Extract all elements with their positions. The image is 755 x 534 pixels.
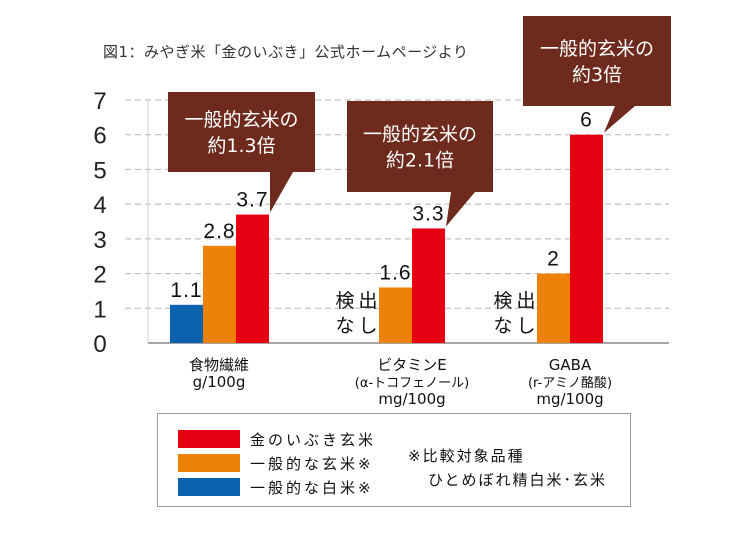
not-detected-label: 検出 — [493, 290, 539, 312]
category-label: GABA — [549, 356, 592, 374]
y-tick-label: 5 — [93, 157, 106, 184]
figure-caption: 図1：みやぎ米「金のいぶき」公式ホームページより — [103, 43, 469, 61]
category-label: g/100g — [193, 373, 246, 391]
legend-swatch — [178, 430, 240, 448]
not-detected-label: 検出 — [335, 290, 381, 312]
category-labels: 食物繊維g/100gビタミンE(α-トコフェノール)mg/100gGABA(r-… — [189, 356, 612, 408]
legend-item: 一般的な玄米※ — [178, 454, 374, 473]
callout-box — [168, 92, 315, 172]
data-label: 2.8 — [203, 220, 235, 243]
callout-text: 約3倍 — [572, 64, 622, 86]
legend-swatch — [178, 454, 240, 472]
y-tick-label: 2 — [93, 262, 106, 289]
bar — [379, 287, 412, 343]
data-label: 3.3 — [412, 202, 444, 225]
legend-label: 一般的な白米※ — [250, 478, 374, 497]
legend: 金のいぶき玄米 一般的な玄米※ 一般的な白米※ ※比較対象品種 ひとめぼれ精白米… — [157, 413, 631, 507]
bar — [412, 228, 445, 343]
note-line: ひとめぼれ精白米･玄米 — [428, 471, 608, 489]
bar — [570, 134, 603, 343]
data-label: 3.7 — [236, 189, 268, 212]
bar — [537, 273, 570, 343]
callout-pointer — [446, 192, 475, 227]
callout-text: 一般的玄米の — [540, 38, 654, 60]
legend-item: 金のいぶき玄米 — [178, 430, 377, 449]
note-line: ※比較対象品種 — [408, 447, 525, 465]
bar — [236, 214, 269, 343]
category-label: mg/100g — [378, 390, 445, 408]
legend-label: 金のいぶき玄米 — [250, 430, 377, 449]
legend-item: 一般的な白米※ — [178, 478, 374, 497]
y-tick-label: 6 — [93, 123, 106, 150]
callout-text: 約1.3倍 — [207, 135, 275, 157]
callout-text: 約2.1倍 — [386, 150, 454, 172]
legend-swatch — [178, 478, 240, 496]
callout-text: 一般的玄米の — [363, 124, 477, 146]
bar — [203, 245, 236, 343]
category-label: 食物繊維 — [189, 356, 249, 374]
callout-box — [347, 101, 493, 192]
not-detected-label: なし — [335, 315, 381, 337]
y-tick-label: 1 — [93, 296, 106, 323]
callout-pointer — [604, 106, 635, 133]
data-label: 1.1 — [170, 279, 202, 302]
category-label: mg/100g — [536, 390, 603, 408]
callout-pointer — [270, 172, 293, 213]
y-tick-label: 0 — [93, 331, 106, 358]
callout-text: 一般的玄米の — [184, 109, 298, 131]
data-label: 2 — [547, 248, 560, 271]
bar — [170, 304, 203, 343]
y-tick-label: 7 — [93, 88, 106, 115]
callout-box — [523, 16, 671, 106]
data-label: 1.6 — [379, 261, 411, 284]
data-label: 6 — [580, 109, 593, 132]
y-tick-label: 3 — [93, 227, 106, 254]
category-label: (α-トコフェノール) — [355, 376, 469, 391]
category-label: (r-アミノ酪酸) — [528, 375, 612, 391]
y-tick-label: 4 — [93, 192, 106, 219]
comparison-note: ※比較対象品種 ひとめぼれ精白米･玄米 — [408, 444, 607, 492]
category-label: ビタミンE — [377, 356, 446, 374]
not-detected-label: なし — [493, 315, 539, 337]
legend-label: 一般的な玄米※ — [250, 454, 374, 473]
bars — [170, 134, 603, 343]
